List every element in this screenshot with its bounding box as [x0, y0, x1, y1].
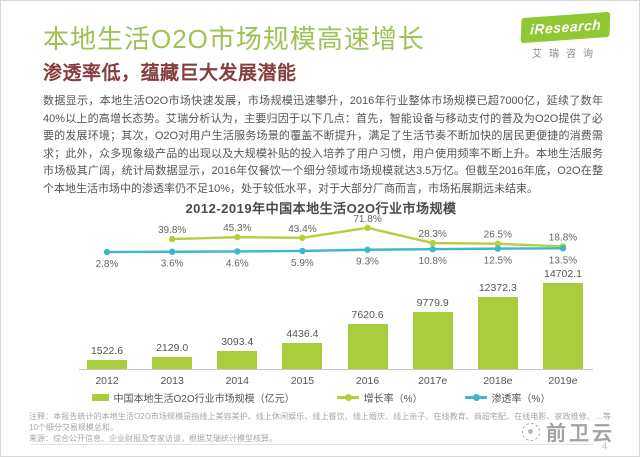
bar-value-label: 3093.4: [221, 335, 254, 348]
data-point: [429, 239, 436, 247]
percent-label: 26.5%: [484, 230, 512, 241]
line-penetration-rate: [106, 247, 563, 254]
page-title: 本地生活O2O市场规模高速增长: [43, 24, 425, 54]
data-point: [299, 234, 306, 242]
x-axis-label: 2018e: [483, 375, 513, 387]
bar-2012: [87, 360, 127, 369]
legend-label: 增长率（%）: [363, 394, 423, 405]
legend-line-dot: [344, 394, 352, 401]
percent-label: 9.3%: [356, 257, 379, 268]
bar-2015: [282, 343, 323, 369]
iresearch-logo-mark: iResearch: [520, 11, 612, 44]
data-point: [494, 240, 502, 247]
data-point: [234, 248, 241, 255]
percent-label: 45.3%: [223, 223, 251, 234]
data-point: [364, 246, 371, 253]
footnote-source: 来源：综合公开信息、企业财报及专家访谈，根据艾瑞统计模型核算。: [29, 434, 277, 443]
body-paragraph: 数据显示，本地生活O2O市场快速发展，市场规模迅速攀升，2016年行业整体市场规…: [43, 95, 603, 195]
legend-item: 渗透率（%）: [464, 390, 551, 405]
percent-label: 18.8%: [549, 232, 577, 243]
x-axis-label: 2015: [290, 375, 315, 387]
percent-label: 39.8%: [158, 225, 186, 236]
x-axis-label: 2012: [95, 375, 119, 387]
chart-legend: 中国本地生活O2O行业市场规模（亿元） 增长率（%） 渗透率（%）: [1, 390, 639, 405]
bar-value-label: 14702.1: [543, 268, 582, 280]
bar-2018e: [477, 296, 518, 369]
percent-label: 3.6%: [161, 259, 184, 270]
bar-value-label: 1522.6: [90, 345, 124, 358]
legend-bar-swatch: [91, 394, 109, 401]
bar-value-label: 12372.3: [478, 281, 517, 294]
data-point: [168, 248, 176, 255]
percent-label: 71.8%: [353, 214, 381, 225]
watermark: 前卫云: [522, 417, 615, 446]
percent-label: 12.5%: [484, 256, 512, 267]
bar-2017e: [412, 311, 453, 369]
bar-2013: [152, 356, 193, 369]
data-point: [103, 248, 111, 256]
bar-value-label: 2129.0: [156, 341, 189, 354]
footer-divider: [31, 444, 593, 445]
line-series-overlay: 39.8% 45.3% 43.4% 71.8% 28.3% 26.5% 18.8% 2.8% 3…: [96, 214, 578, 270]
data-point: [494, 245, 502, 252]
legend-item: 增长率（%）: [336, 390, 423, 405]
footnote-definition: 注释：本报告统计的本地生活O2O市场规模是指线上美容美护、线上休闲娱乐、线上餐饮…: [29, 412, 611, 432]
bar-value-label: 7620.6: [351, 309, 384, 322]
chart-title: 2012-2019年中国本地生活O2O行业市场规模: [185, 201, 457, 216]
page-number: 4: [601, 441, 607, 451]
legend-label: 渗透率（%）: [491, 394, 551, 405]
watermark-cloud-icon: [522, 422, 540, 441]
x-axis-label: 2019e: [548, 375, 578, 387]
page-subtitle: 渗透率低，蕴藏巨大发展潜能: [43, 63, 297, 84]
x-axis-line: [79, 369, 593, 370]
footnotes: 注释：本报告统计的本地生活O2O市场规模是指线上美容美护、线上休闲娱乐、线上餐饮…: [29, 411, 611, 444]
bar-2019e: [542, 283, 583, 369]
percent-label: 2.8%: [96, 259, 119, 270]
data-point: [234, 233, 241, 241]
legend-line-swatch: [336, 394, 359, 401]
x-axis-label: 2013: [160, 375, 184, 387]
iresearch-logo-cn: 艾瑞咨询: [532, 49, 600, 60]
data-point: [299, 247, 306, 255]
data-point: [168, 235, 176, 243]
chart-plot-area: 1522.6 2012 2129.0 2013 3093.4 2014 4436.4 2015…: [1, 213, 639, 389]
percent-label: 28.3%: [419, 229, 447, 240]
percent-label: 13.5%: [549, 255, 577, 266]
legend-label: 中国本地生活O2O行业市场规模（亿元）: [113, 394, 295, 405]
percent-label: 43.4%: [288, 224, 316, 235]
x-axis-label: 2017e: [418, 375, 448, 387]
iresearch-logo: iResearch 艾瑞咨询: [520, 11, 612, 60]
x-axis-label: 2014: [225, 375, 249, 387]
percent-label: 5.9%: [291, 258, 314, 269]
data-point: [429, 246, 436, 253]
legend-item: 中国本地生活O2O行业市场规模（亿元）: [91, 390, 295, 405]
legend-line-swatch: [464, 394, 487, 401]
bar-2016: [347, 324, 388, 369]
bar-value-label: 9779.9: [416, 296, 449, 309]
x-axis-label: 2016: [355, 375, 380, 387]
watermark-text: 前卫云: [546, 423, 615, 445]
bar-2014: [217, 350, 258, 369]
percent-label: 10.8%: [419, 256, 447, 267]
legend-line-dot: [472, 394, 480, 401]
bar-value-label: 4436.4: [286, 328, 319, 341]
percent-label: 4.6%: [226, 258, 249, 269]
data-point: [559, 245, 567, 252]
data-point: [364, 224, 371, 232]
